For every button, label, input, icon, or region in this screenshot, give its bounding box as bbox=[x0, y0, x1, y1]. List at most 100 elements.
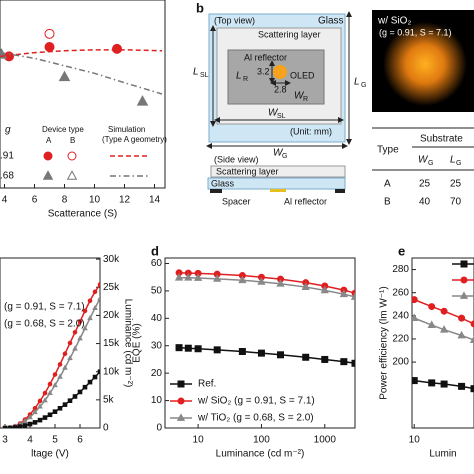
marker bbox=[77, 389, 83, 395]
legend-header: A bbox=[46, 136, 52, 145]
marker bbox=[351, 359, 355, 367]
x-tick-label: 10 bbox=[89, 195, 101, 206]
marker bbox=[428, 303, 436, 311]
label: L bbox=[236, 71, 242, 82]
label: G bbox=[361, 82, 366, 89]
table-header: Type bbox=[377, 145, 399, 156]
marker bbox=[92, 289, 98, 295]
label: (Unit: mm) bbox=[290, 126, 332, 136]
marker bbox=[42, 390, 48, 396]
y-tick-label: 50 bbox=[151, 286, 163, 297]
marker bbox=[321, 355, 329, 363]
label: Al reflector bbox=[244, 52, 287, 62]
label: W bbox=[268, 108, 279, 119]
marker bbox=[238, 348, 246, 355]
marker bbox=[470, 320, 474, 328]
y-tick-label: 0 bbox=[156, 423, 162, 434]
marker bbox=[58, 70, 71, 82]
marker bbox=[37, 403, 43, 409]
marker bbox=[52, 372, 58, 377]
marker bbox=[42, 397, 48, 403]
x-tick-label: 3 bbox=[2, 435, 8, 446]
marker bbox=[469, 335, 474, 344]
y-tick-label: 240 bbox=[392, 310, 409, 321]
x-axis-label: Luminance (cd m⁻²) bbox=[216, 449, 305, 460]
legend-header: Device type bbox=[42, 125, 84, 134]
marker bbox=[277, 351, 285, 359]
marker bbox=[457, 330, 466, 339]
marker bbox=[92, 304, 98, 311]
marker bbox=[22, 418, 28, 424]
table-header: G bbox=[428, 160, 433, 167]
marker bbox=[77, 319, 83, 324]
panel-label: b bbox=[196, 0, 204, 15]
label: L bbox=[193, 67, 199, 78]
marker bbox=[458, 314, 466, 322]
marker bbox=[47, 412, 53, 418]
y-tick-label: 20 bbox=[151, 368, 163, 379]
y-tick-label: 260 bbox=[392, 287, 409, 298]
diagram: b (Top view) Glass Scattering layer Al r… bbox=[193, 0, 366, 206]
marker bbox=[428, 379, 436, 387]
y-axis-label: Power efficiency (lm W⁻¹) bbox=[379, 286, 390, 399]
marker bbox=[460, 260, 468, 268]
marker bbox=[43, 151, 53, 161]
x-axis-label: Scatterance (S) bbox=[48, 209, 117, 220]
table-cell: 40 bbox=[419, 197, 431, 208]
y2-axis-label: Luminance (cd m⁻²) bbox=[122, 299, 133, 388]
marker bbox=[460, 276, 468, 284]
marker bbox=[66, 170, 78, 180]
label: W bbox=[273, 148, 284, 159]
label: Al reflector bbox=[284, 196, 327, 206]
panel-label: e bbox=[398, 243, 405, 258]
marker bbox=[62, 351, 68, 356]
marker bbox=[67, 151, 77, 161]
plot-area bbox=[2, 282, 100, 428]
series-line bbox=[179, 346, 355, 365]
marker bbox=[213, 346, 221, 354]
marker bbox=[44, 42, 55, 52]
x-tick-label: 4 bbox=[2, 195, 8, 206]
x-tick-label: 5 bbox=[52, 435, 58, 446]
legend-header: (Type A geometry) bbox=[102, 135, 167, 144]
label: Scattering layer bbox=[216, 166, 279, 176]
scattering-layer-side bbox=[210, 165, 346, 178]
marker bbox=[257, 349, 265, 357]
label: 3.2 bbox=[257, 66, 270, 76]
marker bbox=[257, 277, 266, 285]
marker bbox=[17, 424, 23, 428]
marker bbox=[470, 385, 474, 393]
x-tick-label: 1000 bbox=[314, 435, 337, 446]
y-tick-label: 200 bbox=[392, 357, 409, 368]
marker bbox=[57, 362, 63, 367]
marker bbox=[67, 398, 73, 403]
marker bbox=[177, 380, 185, 388]
y-axis-label: EQE (%) bbox=[132, 323, 143, 362]
legend-label: w/ SiO₂ (g = 0.91, S = 7.1) bbox=[197, 396, 315, 407]
y-tick-label: 60 bbox=[151, 258, 163, 269]
marker bbox=[82, 308, 88, 314]
marker bbox=[97, 282, 100, 287]
legend-label: .68 bbox=[0, 171, 14, 182]
marker bbox=[82, 384, 88, 390]
series-line bbox=[0, 51, 163, 95]
marker bbox=[37, 398, 43, 404]
table-cell: A bbox=[384, 179, 391, 190]
x-tick-label: 14 bbox=[149, 195, 161, 206]
label: W bbox=[294, 91, 305, 102]
marker bbox=[87, 379, 93, 385]
label: SL bbox=[277, 113, 286, 120]
marker bbox=[412, 313, 419, 322]
marker bbox=[92, 374, 98, 380]
plot-area bbox=[174, 269, 355, 367]
table-cell: B bbox=[384, 197, 391, 208]
y-tick-label: 30 bbox=[151, 340, 163, 351]
marker bbox=[62, 402, 68, 407]
chart: d 10 100 1000 0 10 20 30 40 50 60 Luminance (cd m⁻²… bbox=[132, 243, 356, 460]
marker bbox=[72, 345, 78, 351]
marker bbox=[184, 344, 192, 352]
y2-tick-label: 25k bbox=[103, 282, 120, 293]
marker bbox=[194, 345, 202, 353]
marker bbox=[57, 373, 63, 379]
